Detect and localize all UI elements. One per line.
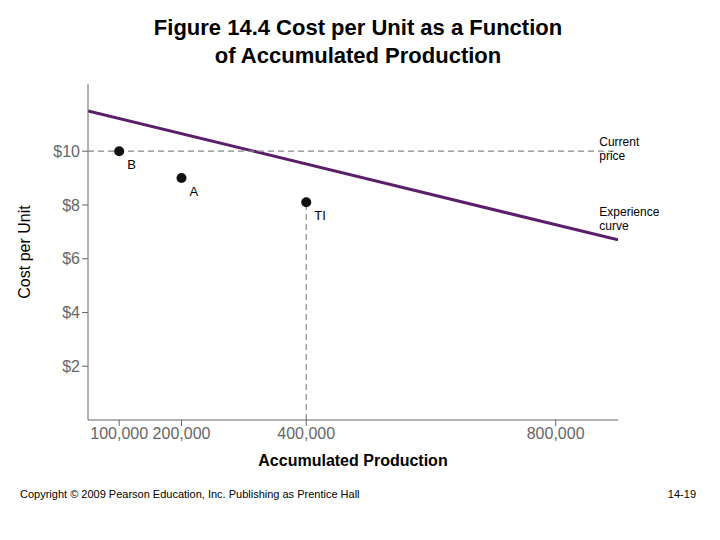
- html-text:14-19: 14-19: [667, 488, 696, 500]
- svg-text:B: B: [127, 157, 136, 172]
- svg-text:$10: $10: [53, 143, 80, 160]
- svg-text:Accumulated Production: Accumulated Production: [258, 452, 447, 469]
- svg-text:$4: $4: [62, 304, 80, 321]
- svg-text:$2: $2: [62, 358, 80, 375]
- svg-text:100,000: 100,000: [90, 425, 148, 442]
- svg-text:$8: $8: [62, 197, 80, 214]
- svg-text:Experiencecurve: Experiencecurve: [599, 205, 659, 233]
- svg-text:$6: $6: [62, 250, 80, 267]
- html-text:of Accumulated Production: of Accumulated Production: [214, 43, 502, 68]
- svg-text:TI: TI: [314, 208, 326, 223]
- svg-text:400,000: 400,000: [277, 425, 335, 442]
- svg-text:A: A: [190, 184, 199, 199]
- svg-text:200,000: 200,000: [153, 425, 211, 442]
- html-text:Copyright © 2009 Pearson Educa: Copyright © 2009 Pearson Education, Inc.…: [20, 488, 360, 500]
- html-text:Figure 14.4 Cost per Unit as a: Figure 14.4 Cost per Unit as a Function: [153, 15, 563, 40]
- svg-text:Currentprice: Currentprice: [599, 135, 640, 163]
- svg-text:800,000: 800,000: [527, 425, 585, 442]
- svg-text:Cost per Unit: Cost per Unit: [16, 205, 33, 299]
